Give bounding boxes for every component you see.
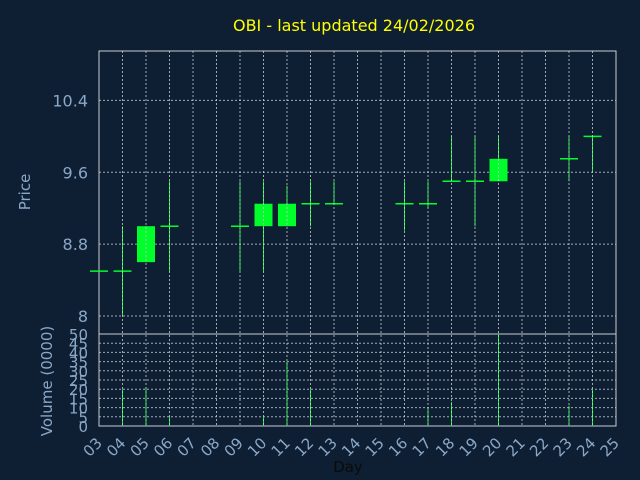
x-grid xyxy=(122,51,593,426)
volume-tick-label: 5 xyxy=(78,409,88,427)
candle-body xyxy=(254,203,273,227)
x-axis-label: Day xyxy=(333,458,363,476)
x-tick-labels: 0304050607080910111213141516171819202122… xyxy=(80,434,623,460)
price-axis-label: Price xyxy=(16,174,34,211)
price-tick-label: 10.4 xyxy=(52,91,88,110)
price-tick-label: 8 xyxy=(78,307,88,326)
volume-tick-label: 15 xyxy=(69,390,88,408)
volume-tick-label: 10 xyxy=(69,400,88,418)
volume-tick-label: 20 xyxy=(69,381,88,399)
volume-tick-label: 40 xyxy=(69,344,88,362)
volume-tick-label: 25 xyxy=(69,372,88,390)
volume-axis-label: Volume (0000) xyxy=(38,326,56,436)
volume-tick-label: 0 xyxy=(78,418,88,436)
price-tick-labels: 8 8.8 9.6 10.4 xyxy=(52,91,88,326)
candle-body xyxy=(489,158,508,182)
chart-title: OBI - last updated 24/02/2026 xyxy=(233,16,475,35)
price-tick-label: 9.6 xyxy=(63,163,88,182)
volume-tick-label: 45 xyxy=(69,335,88,353)
candle-body xyxy=(278,203,296,227)
volume-tick-label: 30 xyxy=(69,363,88,381)
volume-tick-label: 50 xyxy=(69,326,88,344)
price-tick-label: 8.8 xyxy=(63,235,88,254)
volume-tick-label: 35 xyxy=(69,354,88,372)
